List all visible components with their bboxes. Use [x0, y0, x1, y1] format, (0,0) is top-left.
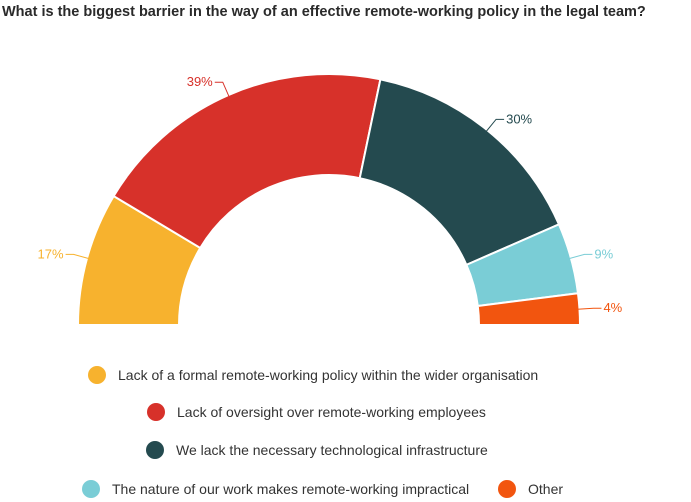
legend-label-oversight: Lack of oversight over remote-working em… [177, 404, 486, 420]
legend-swatch-impractical [82, 480, 100, 498]
slice-oversight [112, 73, 382, 250]
legend-item-impractical: The nature of our work makes remote-work… [82, 480, 469, 498]
legend-swatch-other [498, 480, 516, 498]
leader-line-infrastructure [485, 118, 505, 133]
leader-line-oversight [214, 81, 230, 98]
data-label-other: 4% [603, 300, 622, 315]
legend-label-formal-policy: Lack of a formal remote-working policy w… [118, 367, 539, 383]
leader-line-formal-policy [65, 253, 90, 260]
chart-title: What is the biggest barrier in the way o… [2, 4, 646, 20]
leader-line-impractical [568, 253, 593, 260]
legend-label-impractical: The nature of our work makes remote-work… [112, 481, 470, 497]
legend-swatch-formal-policy [88, 366, 106, 384]
legend-swatch-oversight [147, 403, 165, 421]
data-label-impractical: 9% [594, 246, 613, 261]
legend-item-other: Other [498, 480, 563, 498]
data-label-formal-policy: 17% [38, 246, 64, 261]
data-label-oversight: 39% [187, 74, 213, 89]
leader-line-other [577, 307, 602, 310]
legend-item-formal-policy: Lack of a formal remote-working policy w… [88, 366, 538, 384]
legend-item-infrastructure: We lack the necessary technological infr… [146, 441, 488, 459]
legend-label-infrastructure: We lack the necessary technological infr… [176, 442, 488, 458]
legend-swatch-infrastructure [146, 441, 164, 459]
legend-item-oversight: Lack of oversight over remote-working em… [147, 403, 486, 421]
slice-other [476, 292, 582, 326]
legend-label-other: Other [528, 481, 564, 497]
data-label-infrastructure: 30% [506, 111, 532, 126]
slice-infrastructure [358, 78, 561, 267]
